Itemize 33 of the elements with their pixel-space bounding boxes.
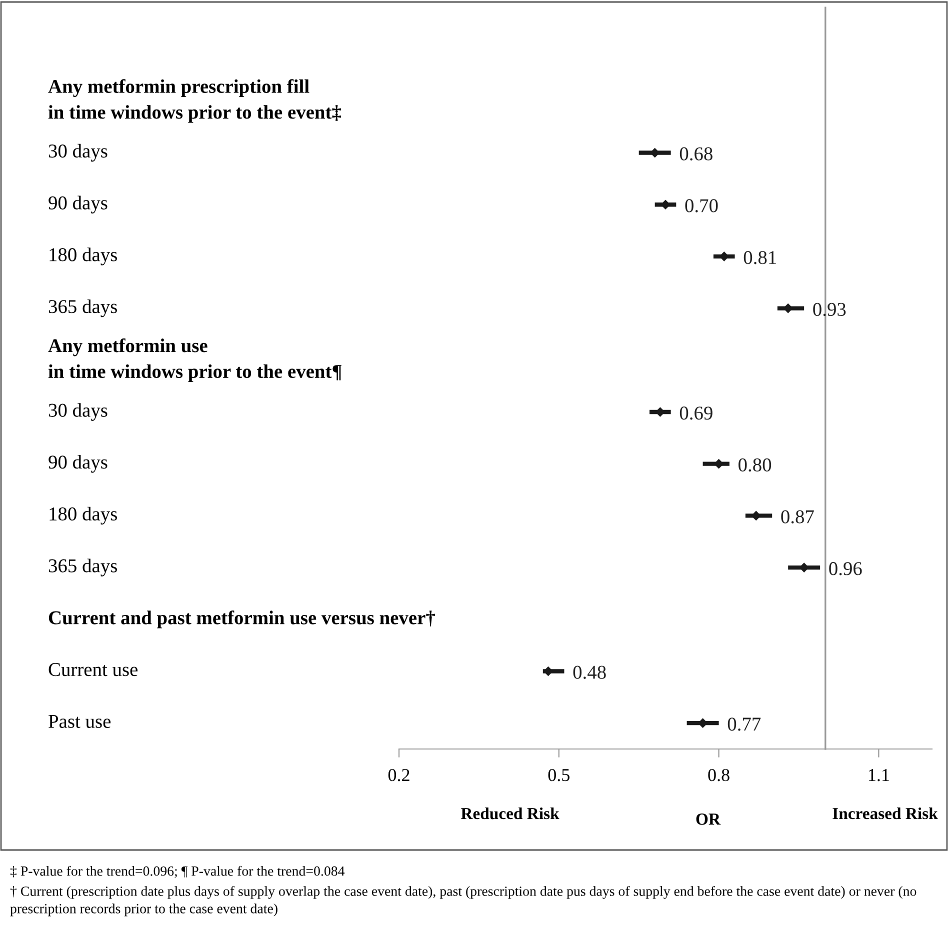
data-label: 0.93 xyxy=(813,302,846,316)
data-label: 0.77 xyxy=(728,718,761,731)
x-tick-label: 0.8 xyxy=(708,768,730,782)
y-tick-label: 180 days xyxy=(50,248,117,266)
data-label: 0.81 xyxy=(744,250,776,264)
x-axis-title: OR xyxy=(696,814,721,825)
y-tick-label: Any metformin use in time windows prior to the event¶ xyxy=(48,338,342,382)
text: Reduced Risk xyxy=(460,807,560,820)
y-tick-label: Current use xyxy=(48,663,138,676)
y-tick-label: 90 days xyxy=(48,455,108,473)
y-tick-label: 30 days xyxy=(48,403,108,421)
x-tick-label: 0.5 xyxy=(548,768,570,782)
data-label: 0.69 xyxy=(680,406,712,420)
x-tick-label: 1.1 xyxy=(869,769,889,782)
x-tick-label: 0.2 xyxy=(388,768,410,782)
data-label: 0.80 xyxy=(738,458,772,472)
y-tick-label: Past use xyxy=(48,715,111,728)
y-tick-label: 365 days xyxy=(48,299,117,318)
y-tick-label: 365 days xyxy=(48,558,117,576)
y-tick-label: Any metformin prescription fill in time windows prior to the event‡ xyxy=(48,79,341,123)
text: Increased Risk xyxy=(832,807,938,820)
data-label: 0.48 xyxy=(573,666,606,679)
data-label: 0.70 xyxy=(685,199,718,212)
text: † Current (prescription date plus days of supply overlap the case event date), past (prescription date pus days of supply end before the case event date) or never (no prescription records prior to the case event date) xyxy=(10,886,916,916)
y-tick-label: Current and past metformin use versus never† xyxy=(48,610,435,628)
text: ‡ P-value for the trend=0.096; ¶ P-value for the trend=0.084 xyxy=(10,866,345,878)
y-tick-label: 90 days xyxy=(48,196,108,214)
data-label: 0.96 xyxy=(829,562,862,576)
y-tick-label: 180 days xyxy=(50,506,117,525)
data-label: 0.87 xyxy=(781,510,814,524)
data-label: 0.68 xyxy=(680,147,712,160)
y-tick-label: 30 days xyxy=(48,144,108,162)
point xyxy=(698,718,708,728)
